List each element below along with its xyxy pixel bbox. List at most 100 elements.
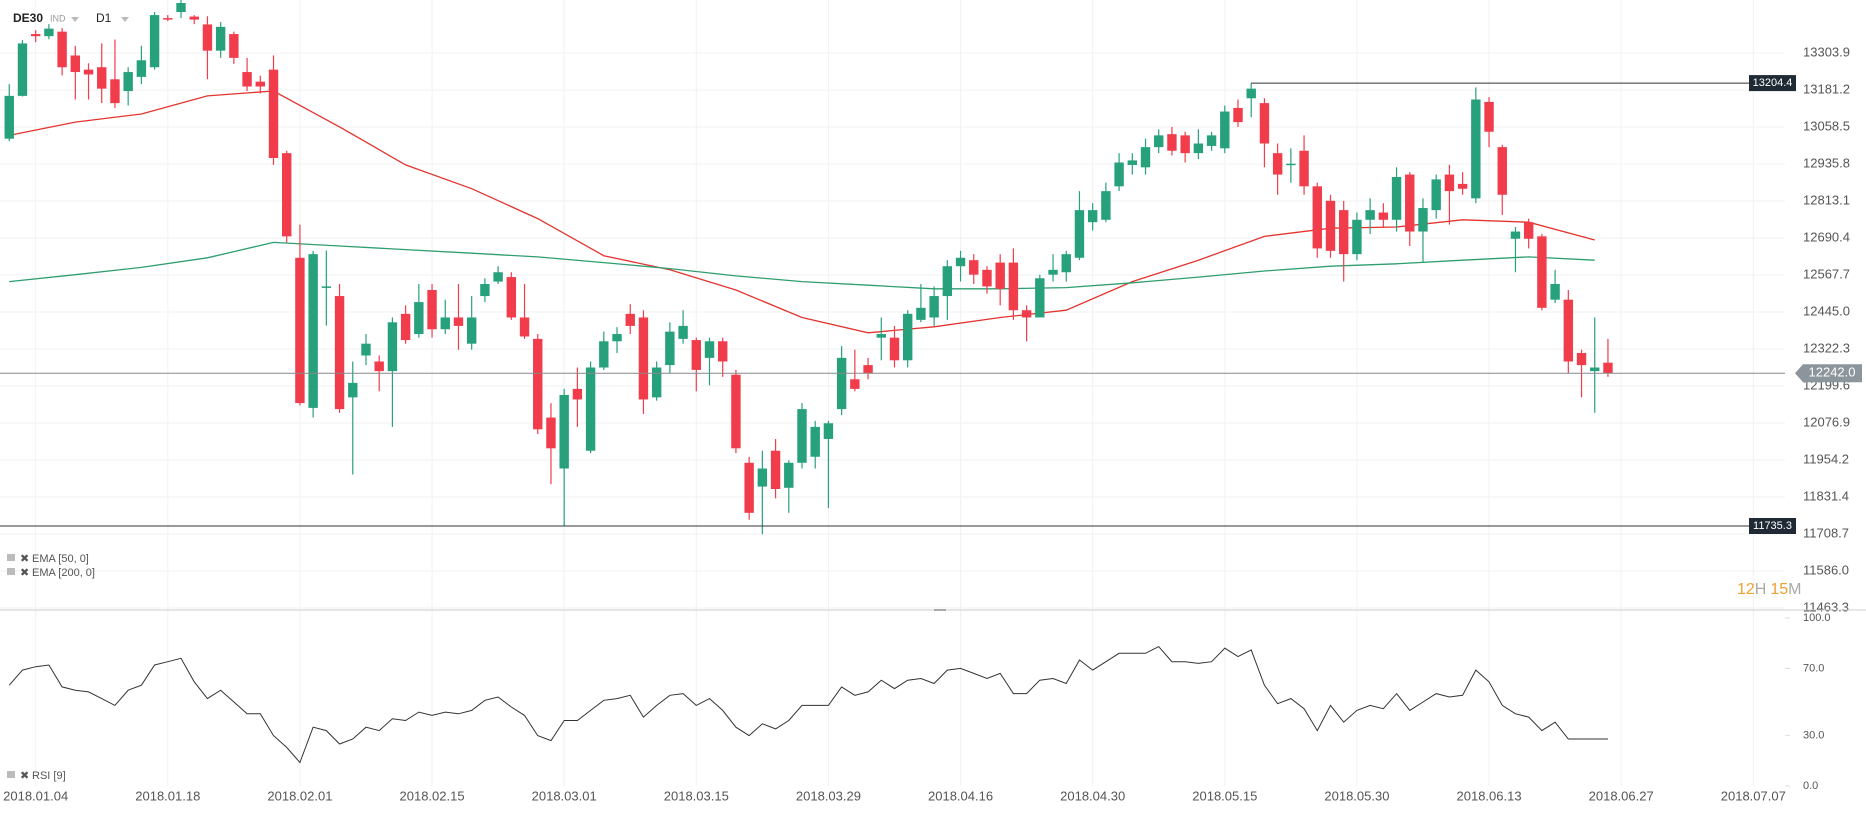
countdown-part: M <box>1788 581 1801 598</box>
legend-icon[interactable] <box>7 554 15 561</box>
candle-body <box>651 367 662 398</box>
y-tick-label: 13303.9 <box>1803 45 1850 60</box>
timeframe[interactable]: D1 <box>96 11 112 25</box>
candle-body <box>1457 183 1468 189</box>
dropdown-arrow[interactable] <box>71 17 79 22</box>
x-tick-label: 2018.04.16 <box>928 788 993 803</box>
candle-body <box>202 24 213 51</box>
candle-body <box>784 462 794 488</box>
candle-body <box>942 266 953 297</box>
candle-body <box>1563 299 1574 362</box>
level-tag <box>1749 75 1796 92</box>
candle-body <box>348 382 358 398</box>
legend-close[interactable]: ✖ <box>20 553 29 565</box>
candle-body <box>308 254 318 408</box>
candle-body <box>1259 103 1270 144</box>
candle-body <box>1035 278 1045 318</box>
candle-body <box>902 313 913 361</box>
candle-body <box>704 341 715 358</box>
x-tick-label: 2018.01.04 <box>3 788 68 803</box>
candle-body <box>255 81 265 87</box>
candle-body <box>334 296 345 410</box>
candle-body <box>638 317 649 400</box>
candle-body <box>863 365 873 374</box>
candle-body <box>1471 99 1481 199</box>
instrument-type: IND <box>50 13 66 23</box>
x-tick-label: 2018.01.18 <box>135 788 200 803</box>
grid <box>0 0 1785 786</box>
y-tick-label: 11831.4 <box>1803 488 1849 503</box>
y-tick-label: 11586.0 <box>1803 562 1849 577</box>
candle-body <box>572 388 583 400</box>
price-pane <box>0 0 1785 535</box>
candle-body <box>440 317 450 330</box>
candle-body <box>70 55 81 73</box>
candle-body <box>1365 210 1375 220</box>
candle-body <box>1206 135 1217 146</box>
candle-body <box>1339 210 1349 255</box>
candle-body <box>1576 353 1587 366</box>
candle-body <box>1523 222 1534 239</box>
symbol[interactable]: DE30 <box>13 11 43 25</box>
x-tick-label: 2018.03.29 <box>796 788 861 803</box>
y-tick-label: 12322.3 <box>1803 340 1850 355</box>
dropdown-arrow[interactable] <box>121 17 129 22</box>
legend-icon[interactable] <box>7 568 15 575</box>
countdown-part: 12 <box>1737 581 1755 598</box>
level-tag <box>1749 518 1796 535</box>
candle-body <box>1444 174 1455 192</box>
legend-entry: EMA [50, 0] <box>32 553 89 565</box>
candle-body <box>876 334 886 338</box>
rsi-tick-label: 30.0 <box>1803 730 1824 742</box>
y-tick-label: 13181.2 <box>1803 82 1850 97</box>
y-tick-label: 12813.1 <box>1803 192 1850 207</box>
candle-body <box>414 302 424 335</box>
candle-body <box>1312 186 1322 249</box>
x-tick-label: 2018.06.13 <box>1457 788 1522 803</box>
pane-handle[interactable] <box>934 609 946 611</box>
candle-body <box>1590 367 1600 372</box>
candle-body <box>1154 135 1164 148</box>
x-tick-label: 2018.04.30 <box>1060 788 1125 803</box>
x-tick-label: 2018.03.15 <box>664 788 729 803</box>
y-tick-label: 13058.5 <box>1803 119 1850 134</box>
y-tick-label: 12445.0 <box>1803 303 1850 318</box>
candle-body <box>163 18 173 20</box>
candle-body <box>757 468 768 487</box>
candle-body <box>1418 208 1428 232</box>
candle-body <box>17 43 28 96</box>
candle-body <box>955 257 966 267</box>
candle-body <box>678 325 688 339</box>
y-tick-label: 11954.2 <box>1803 451 1849 466</box>
candle-body <box>744 462 754 513</box>
candle-body <box>1286 163 1296 166</box>
legend-close[interactable]: ✖ <box>20 567 29 579</box>
candle-body <box>797 409 807 463</box>
candle-body <box>1378 212 1389 220</box>
candle-body <box>1101 191 1111 220</box>
candle-body <box>1127 160 1138 165</box>
candle-body <box>559 394 569 469</box>
y-tick-label: 12690.4 <box>1803 229 1850 244</box>
candle-body <box>612 334 622 342</box>
countdown-part: 15 <box>1770 581 1788 598</box>
legend-close[interactable]: ✖ <box>20 770 29 782</box>
y-tick-label: 11463.3 <box>1803 599 1849 614</box>
candle-body <box>810 426 820 457</box>
candle-body <box>229 34 239 58</box>
candle-body <box>731 374 741 449</box>
candle-body <box>1233 107 1243 123</box>
x-tick-label: 2018.02.15 <box>400 788 465 803</box>
candle-body <box>97 67 107 89</box>
candle-body <box>1550 283 1560 300</box>
legend-icon[interactable] <box>7 771 15 778</box>
countdown: 12H 15M <box>1737 581 1801 598</box>
candle-body <box>242 72 252 87</box>
x-tick-label: 2018.05.30 <box>1324 788 1389 803</box>
candle-body <box>1497 147 1507 195</box>
candle-body <box>1167 134 1177 151</box>
candle-body <box>57 31 67 68</box>
y-tick-label: 12935.8 <box>1803 156 1850 171</box>
candle-body <box>585 367 596 451</box>
candle-body <box>30 34 41 37</box>
